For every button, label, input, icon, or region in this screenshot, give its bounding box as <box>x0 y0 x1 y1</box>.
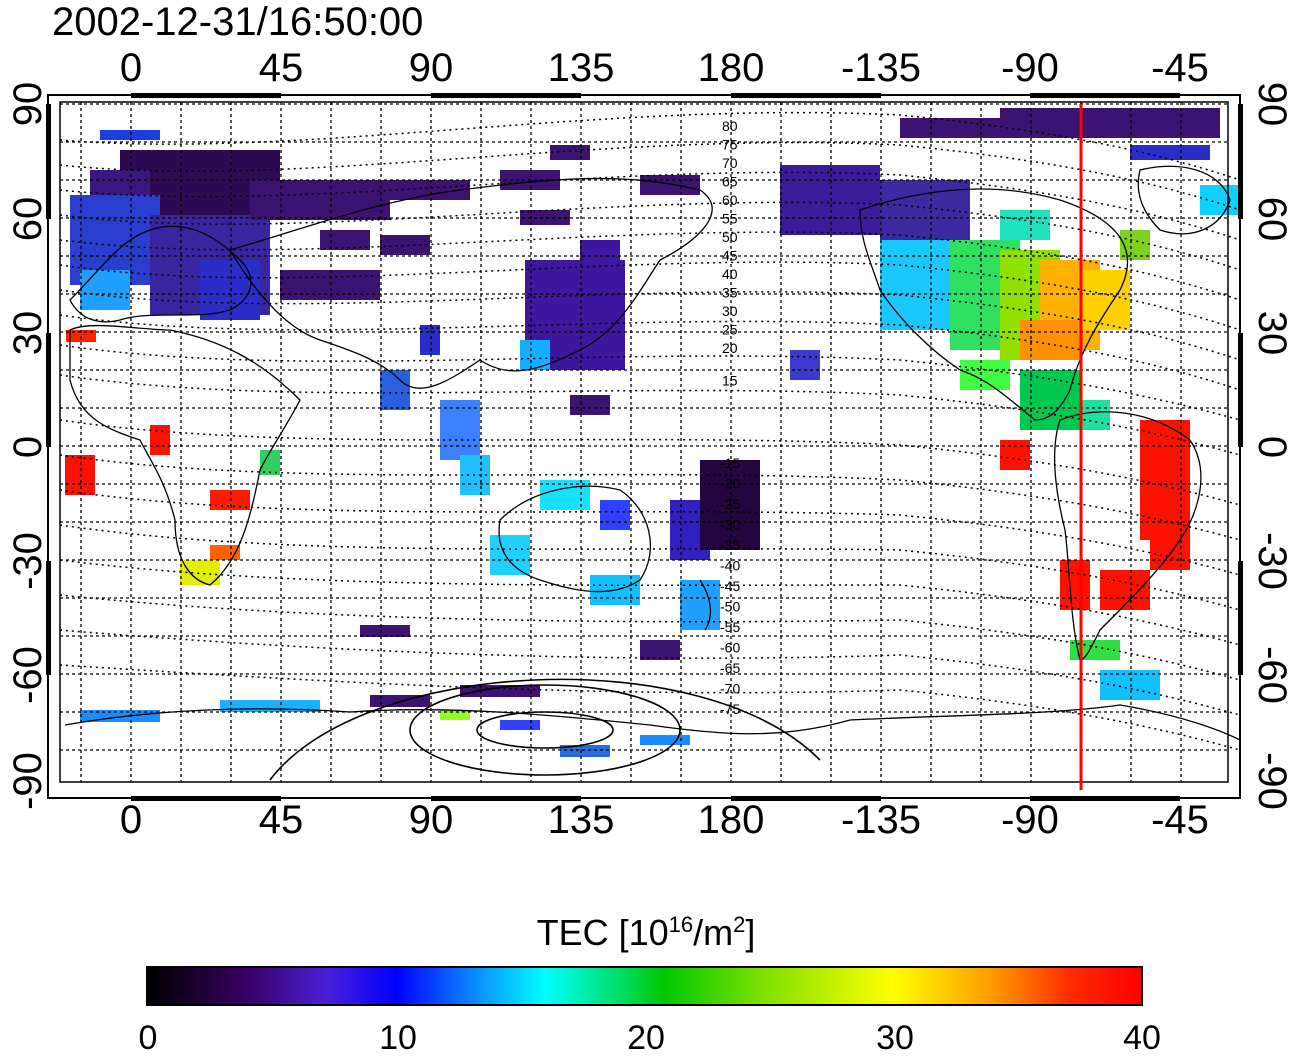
colorbar-tick-label: 20 <box>627 1019 665 1057</box>
top-lon-label: 0 <box>119 46 143 90</box>
contour-label: -15 <box>720 455 740 471</box>
bottom-lon-label: 45 <box>258 798 304 842</box>
contour-label: -50 <box>720 599 740 615</box>
bottom-lon-label: 180 <box>697 798 765 842</box>
frame-tick-bars <box>46 93 1243 801</box>
contour-label: 80 <box>722 118 738 134</box>
contour-label: -35 <box>720 537 740 553</box>
contour-label: 35 <box>722 285 738 301</box>
top-lon-label: 135 <box>547 46 615 90</box>
contour-label: 75 <box>722 137 738 153</box>
graticule <box>60 102 1228 782</box>
contour-label: -45 <box>720 578 740 594</box>
contour-label: -70 <box>720 681 740 697</box>
contour-label: 50 <box>722 229 738 245</box>
contour-label: 65 <box>722 174 738 190</box>
timestamp-title: 2002-12-31/16:50:00 <box>52 0 424 44</box>
colorbar <box>146 966 1143 1006</box>
contour-label: 20 <box>722 340 738 356</box>
bottom-lon-label: 90 <box>408 798 454 842</box>
colorbar-title: TEC [1016/m2] <box>536 912 756 953</box>
colorbar-tick-label: 40 <box>1123 1019 1161 1057</box>
contour-label: 60 <box>722 192 738 208</box>
magnetic-latitude-contours <box>59 111 1241 751</box>
top-lon-label: 180 <box>697 46 765 90</box>
contour-label: -30 <box>720 517 740 533</box>
contour-label: 30 <box>722 303 738 319</box>
tec-observation-blocks <box>65 108 1240 757</box>
bottom-lon-label: -135 <box>840 798 922 842</box>
colorbar-tick-label: 30 <box>876 1019 914 1057</box>
map-inner-frame <box>59 101 1229 783</box>
coastlines <box>64 165 1241 741</box>
top-lon-label: 90 <box>408 46 454 90</box>
contour-labels: 80 75 70 65 60 55 50 45 40 35 30 25 20 15 -15 -20 -25 -30… <box>720 118 740 717</box>
contour-label: -75 <box>720 701 740 717</box>
contour-label: 45 <box>722 248 738 264</box>
bottom-lon-label: 135 <box>547 798 615 842</box>
contour-label: 70 <box>722 155 738 171</box>
bottom-lon-label: -45 <box>1151 798 1209 842</box>
south-magnetic-pole-contours <box>269 678 821 781</box>
contour-label: 25 <box>722 322 738 338</box>
colorbar-tick-label: 10 <box>379 1019 417 1057</box>
bottom-lon-label: -90 <box>1001 798 1059 842</box>
top-lon-label: -45 <box>1151 46 1209 90</box>
top-lon-label: -135 <box>840 46 922 90</box>
top-lon-label: -90 <box>1001 46 1059 90</box>
contour-label: 15 <box>722 373 738 389</box>
contour-label: -20 <box>720 476 740 492</box>
contour-label: -65 <box>720 660 740 676</box>
contour-label: 55 <box>722 211 738 227</box>
contour-label: -40 <box>720 558 740 574</box>
top-lon-label: 45 <box>258 46 304 90</box>
colorbar-tick-label: 0 <box>138 1019 158 1057</box>
contour-label: -60 <box>720 640 740 656</box>
bottom-lon-label: 0 <box>119 798 143 842</box>
contour-label: -55 <box>720 619 740 635</box>
contour-label: 40 <box>722 266 738 282</box>
contour-label: -25 <box>720 496 740 512</box>
tec-map: 80 75 70 65 60 55 50 45 40 35 30 25 20 15 -15 -20 -25 -30… <box>46 93 1243 801</box>
